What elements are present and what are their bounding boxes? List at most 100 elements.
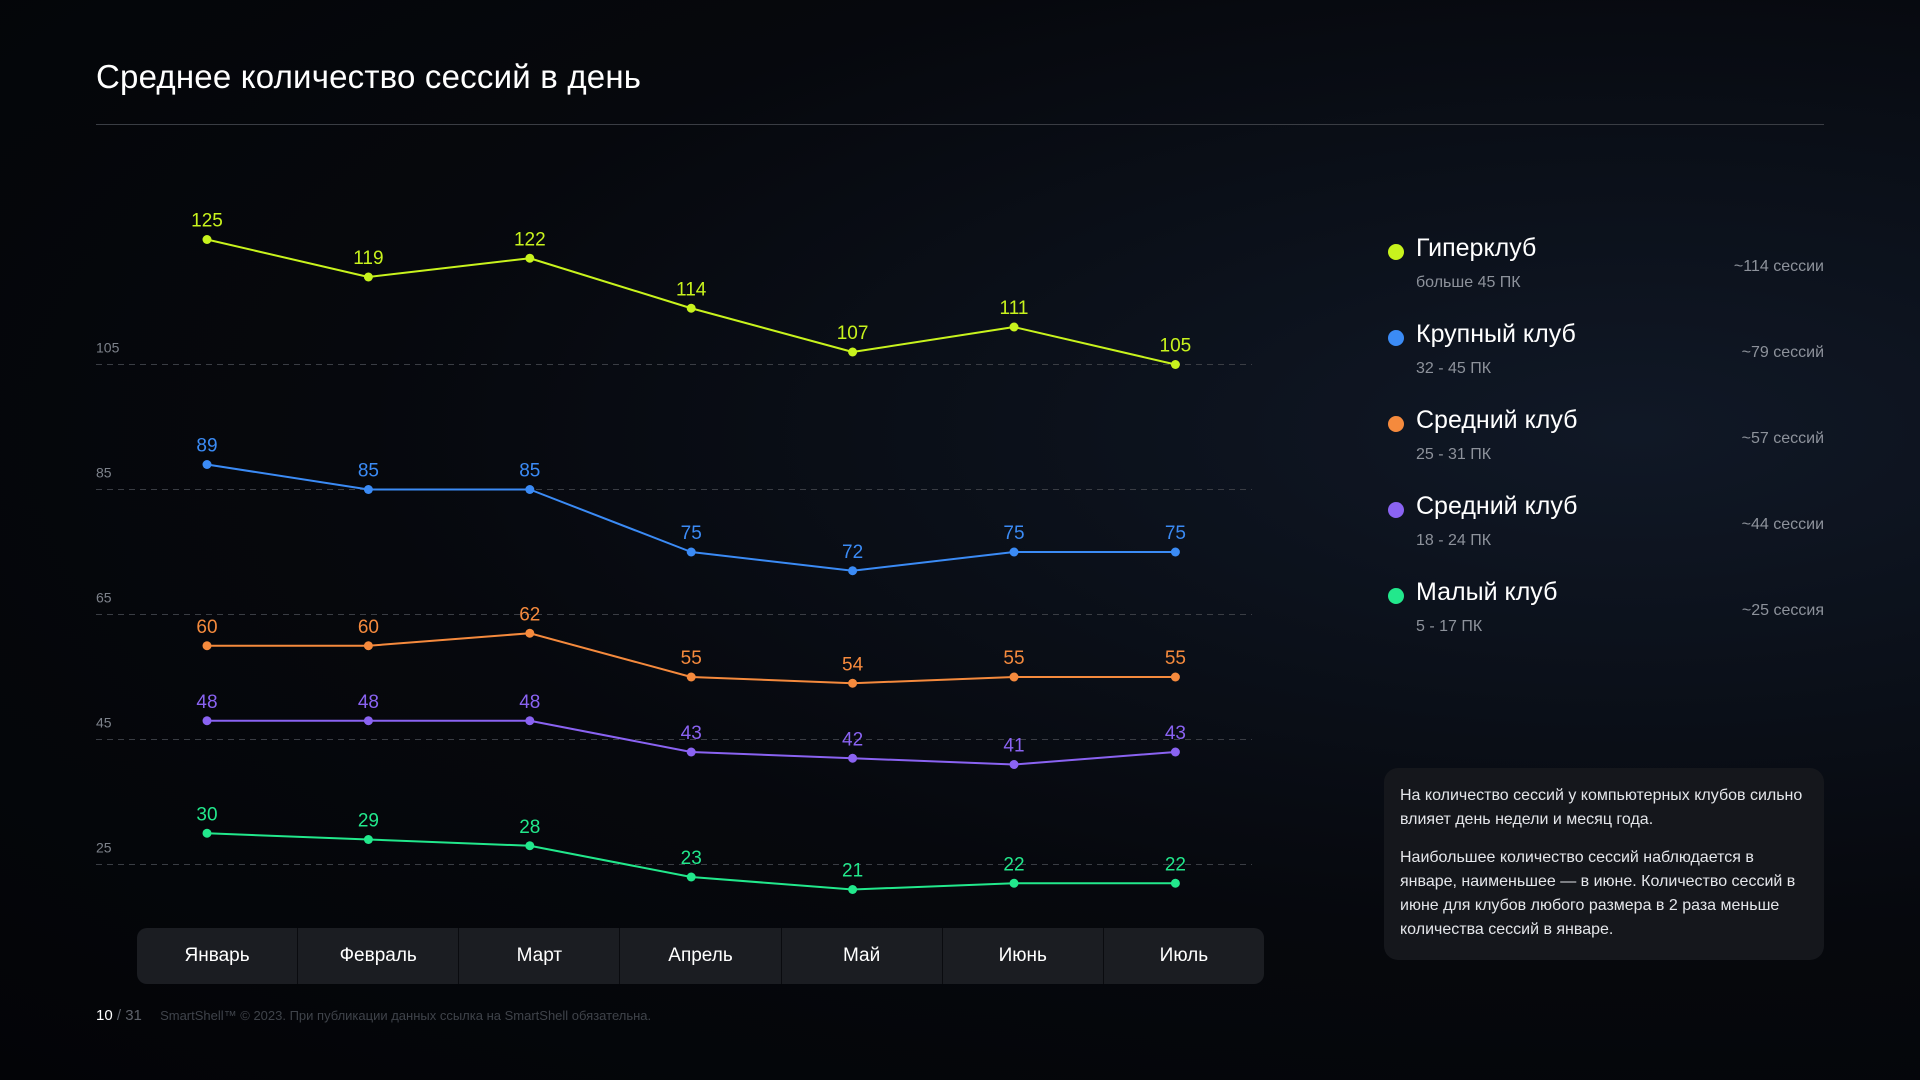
x-tick-label: Февраль: [298, 928, 460, 984]
y-tick-label: 25: [96, 840, 112, 856]
data-point: [202, 235, 212, 244]
data-label: 48: [196, 692, 217, 713]
page-title: Среднее количество сессий в день: [96, 58, 642, 95]
x-tick-label: Май: [782, 928, 943, 984]
data-label: 55: [1003, 648, 1024, 669]
data-point: [1170, 747, 1180, 757]
copyright-text: SmartShell™ © 2023. При публикации данны…: [160, 1008, 652, 1023]
data-label: 55: [681, 648, 702, 669]
data-point: [202, 828, 212, 838]
legend-value: ~57 сессий: [1741, 430, 1824, 447]
data-label: 75: [681, 523, 702, 544]
x-tick-label: Январь: [137, 928, 299, 984]
data-point: [1009, 760, 1019, 769]
data-point: [1009, 878, 1019, 888]
data-point: [363, 835, 373, 844]
x-tick-label: Июль: [1159, 945, 1209, 966]
data-label: 55: [1165, 648, 1186, 669]
data-point: [525, 841, 535, 851]
data-point: [202, 716, 212, 726]
data-point: [848, 566, 858, 576]
data-label: 30: [196, 804, 217, 825]
data-label: 72: [842, 542, 863, 563]
y-tick-label: 105: [96, 340, 120, 356]
data-point: [525, 716, 535, 726]
data-label: 105: [1160, 336, 1192, 357]
legend-value: ~79 сессий: [1741, 344, 1824, 361]
legend-dot-icon: [1388, 502, 1404, 518]
data-point: [1009, 672, 1019, 682]
legend-subtitle: больше 45 ПК: [1416, 274, 1521, 291]
data-label: 54: [842, 654, 864, 675]
legend-item: Крупный клуб 32 - 45 ПК ~79 сессий: [1388, 318, 1824, 404]
data-label: 43: [1165, 723, 1186, 744]
data-point: [525, 485, 535, 494]
data-label: 41: [1003, 736, 1024, 757]
data-label: 62: [519, 604, 540, 625]
legend-item: Гиперклуб больше 45 ПК ~114 сессии: [1388, 232, 1824, 318]
legend-dot-icon: [1388, 330, 1404, 346]
data-point: [363, 272, 373, 282]
data-point: [686, 872, 696, 882]
legend-item: Средний клуб 25 - 31 ПК ~57 сессий: [1388, 404, 1824, 490]
data-point: [202, 641, 212, 651]
x-tick-label: Июнь: [943, 928, 1104, 984]
data-label: 60: [196, 617, 217, 638]
data-label: 48: [358, 692, 379, 713]
data-label: 75: [1003, 523, 1024, 544]
footer: 10 / 31 SmartShell™ © 2023. При публикац…: [96, 1007, 651, 1024]
info-note: На количество сессий у компьютерных клуб…: [1384, 768, 1824, 960]
data-point: [686, 672, 696, 682]
data-point: [686, 747, 696, 757]
legend-dot-icon: [1388, 244, 1404, 260]
data-label: 125: [191, 211, 223, 232]
note-paragraph-1: На количество сессий у компьютерных клуб…: [1400, 787, 1803, 828]
data-label: 28: [519, 817, 540, 838]
y-tick-label: 85: [96, 465, 112, 481]
x-tick-label: Апрель: [620, 928, 782, 984]
line-chart: 105 85 65 45 25 125 119 122 114 107 111 105 89 85 85 7…: [96, 211, 1252, 894]
x-axis-month-bar: Январь Февраль Март Апрель Май Июнь Июль: [137, 928, 1264, 984]
data-label: 119: [353, 248, 383, 269]
data-point: [686, 303, 696, 313]
data-point: [1170, 672, 1180, 682]
data-label: 89: [196, 436, 217, 457]
data-label: 122: [514, 229, 546, 250]
data-label: 48: [519, 692, 540, 713]
data-label: 23: [681, 848, 702, 869]
data-point: [848, 885, 858, 894]
legend-subtitle: 18 - 24 ПК: [1416, 532, 1492, 549]
page-number-total: / 31: [116, 1007, 142, 1024]
legend-subtitle: 25 - 31 ПК: [1416, 446, 1492, 463]
data-label: 107: [837, 323, 869, 344]
legend-subtitle: 5 - 17 ПК: [1416, 618, 1483, 635]
legend-dot-icon: [1388, 416, 1404, 432]
legend-name: Крупный клуб: [1416, 320, 1576, 348]
data-point: [848, 678, 858, 688]
title-divider: [96, 124, 1824, 125]
data-point: [1009, 547, 1019, 557]
data-label: 21: [842, 861, 863, 882]
data-label: 114: [676, 279, 707, 300]
data-label: 75: [1165, 523, 1186, 544]
legend-item: Малый клуб 5 - 17 ПК ~25 сессия: [1388, 576, 1824, 662]
x-tick-label: Март: [459, 928, 621, 984]
data-label: 22: [1165, 854, 1186, 875]
data-point: [848, 347, 858, 357]
data-point: [202, 460, 212, 469]
legend-item: Средний клуб 18 - 24 ПК ~44 сессии: [1388, 490, 1824, 576]
legend-value: ~25 сессия: [1741, 602, 1824, 619]
data-label: 43: [681, 723, 702, 744]
series-line-1: [206, 238, 1176, 366]
legend-value: ~114 сессии: [1733, 258, 1824, 275]
data-label: 111: [1000, 298, 1029, 319]
y-tick-label: 65: [96, 590, 112, 606]
data-point: [363, 641, 373, 651]
data-label: 60: [358, 617, 379, 638]
data-label: 85: [519, 461, 540, 482]
legend-name: Малый клуб: [1416, 578, 1558, 606]
data-point: [363, 716, 373, 726]
legend-name: Гиперклуб: [1416, 234, 1537, 262]
data-point: [848, 753, 858, 763]
legend-value: ~44 сессии: [1741, 516, 1824, 533]
